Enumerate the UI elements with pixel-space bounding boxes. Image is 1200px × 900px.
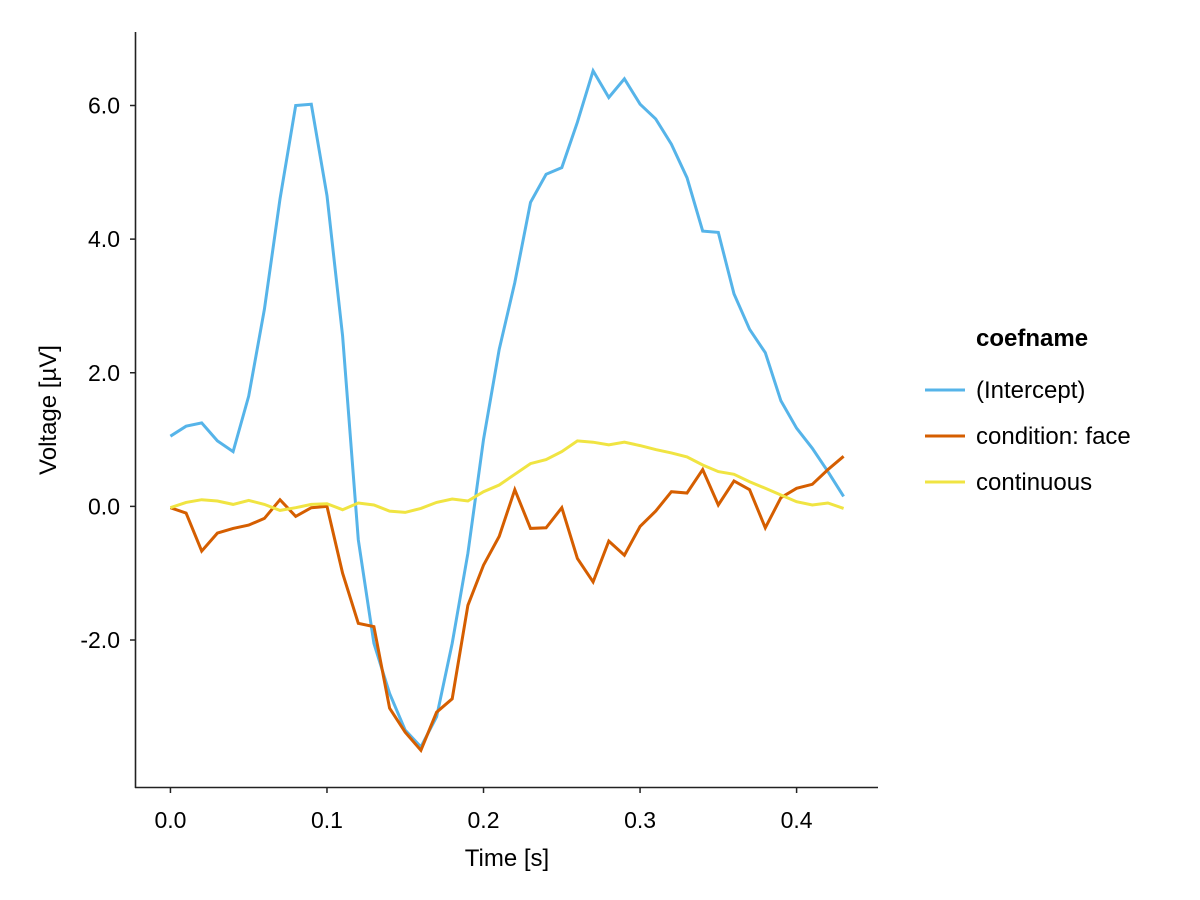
x-tick-label: 0.1 bbox=[311, 807, 343, 833]
x-tick-label: 0.4 bbox=[781, 807, 813, 833]
y-tick-label: 4.0 bbox=[88, 226, 120, 252]
y-tick-label: 0.0 bbox=[88, 493, 120, 519]
series-line-2 bbox=[169, 439, 845, 514]
x-axis-ticks: 0.0 0.1 0.2 0.3 0.4 bbox=[154, 787, 813, 833]
y-tick-label: 2.0 bbox=[88, 360, 120, 386]
y-tick-label: -2.0 bbox=[80, 627, 120, 653]
legend-title: coefname bbox=[976, 325, 1088, 352]
x-tick-label: 0.0 bbox=[154, 807, 186, 833]
x-axis-title: Time [s] bbox=[465, 845, 549, 872]
plot-area bbox=[169, 67, 845, 754]
series-line-1 bbox=[169, 455, 845, 754]
legend-label: (Intercept) bbox=[976, 377, 1085, 404]
series-line-0 bbox=[169, 67, 845, 750]
y-tick-label: 6.0 bbox=[88, 92, 120, 118]
x-tick-label: 0.3 bbox=[624, 807, 656, 833]
y-axis-title: Voltage [µV] bbox=[35, 345, 62, 475]
y-axis-ticks: -2.0 0.0 2.0 4.0 6.0 bbox=[80, 92, 136, 653]
legend-label: condition: face bbox=[976, 423, 1131, 450]
legend-label: continuous bbox=[976, 469, 1092, 496]
legend: coefname (Intercept) condition: face conti… bbox=[925, 325, 1131, 496]
x-tick-label: 0.2 bbox=[468, 807, 500, 833]
